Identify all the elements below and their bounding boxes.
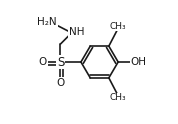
Text: CH₃: CH₃ [110,22,126,31]
Text: H₂N: H₂N [37,17,57,27]
Text: NH: NH [69,27,84,37]
Text: O: O [56,78,65,88]
Text: O: O [39,57,47,67]
Text: S: S [57,56,64,68]
Text: CH₃: CH₃ [110,93,126,102]
Text: OH: OH [131,57,147,67]
